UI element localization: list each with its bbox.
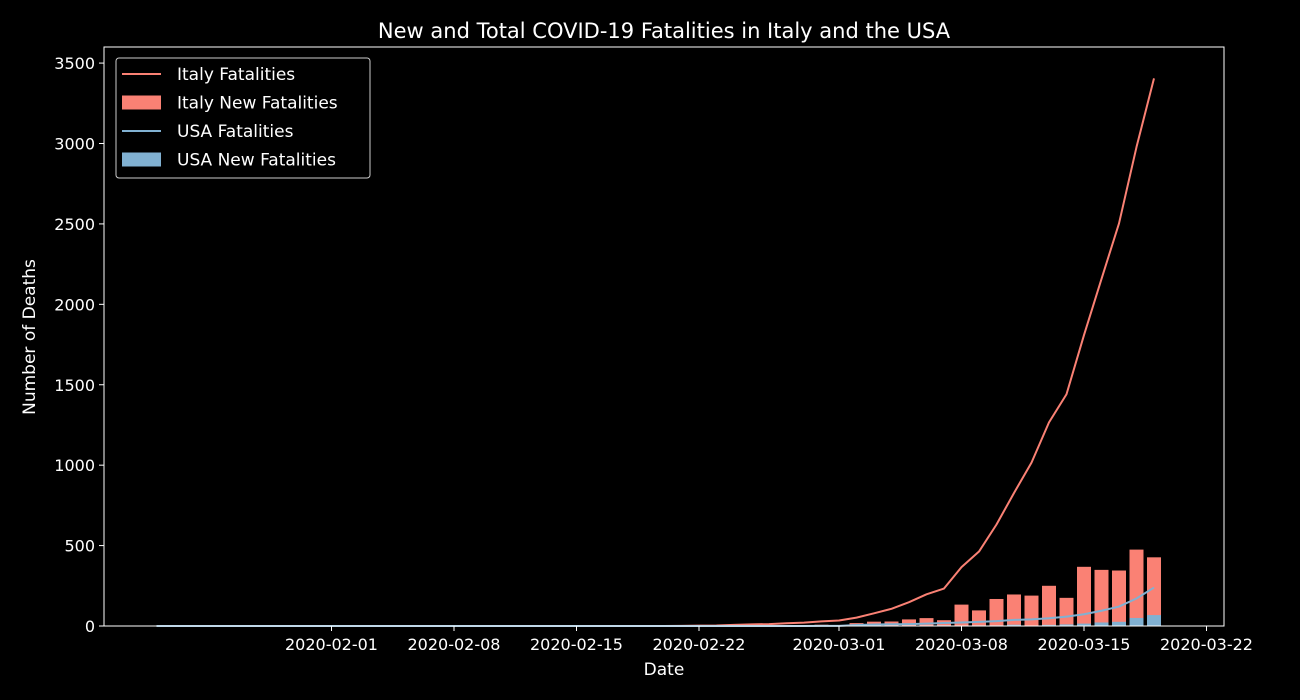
y-tick-label: 3500	[54, 54, 95, 73]
italy-new-fatalities-bar	[1129, 549, 1144, 626]
x-tick-label: 2020-02-15	[530, 635, 623, 654]
axes-frame	[103, 46, 1225, 627]
italy-new-fatalities-bar	[972, 610, 986, 626]
y-tick-label: 1500	[54, 376, 95, 395]
legend: Italy Fatalities Italy New Fatalities USA …	[115, 57, 371, 179]
legend-label: USA New Fatalities	[177, 151, 336, 171]
usa-new-fatalities-bar	[1077, 623, 1091, 626]
y-tick-label: 3000	[54, 135, 95, 154]
y-tick-label: 500	[64, 537, 95, 556]
chart-title: New and Total COVID-19 Fatalities in Ita…	[378, 19, 951, 43]
legend-label: Italy New Fatalities	[177, 94, 338, 114]
y-tick-label: 2500	[54, 215, 95, 234]
x-tick-label: 2020-02-08	[408, 635, 501, 654]
italy-new-fatalities-bar	[919, 618, 934, 626]
italy-new-fatalities-bar	[902, 619, 916, 626]
legend-label: Italy Fatalities	[177, 65, 295, 85]
italy-new-fatalities-bar	[1042, 585, 1056, 626]
x-tick-label: 2020-03-08	[915, 635, 1008, 654]
italy-new-fatalities-bar	[1112, 570, 1126, 626]
legend-box	[115, 57, 371, 179]
italy-new-fatalities-bar	[1077, 566, 1091, 626]
usa-new-fatalities-bar	[1147, 615, 1161, 626]
italy-new-fatalities-bar	[1059, 597, 1074, 626]
y-tick-label: 1000	[54, 456, 95, 475]
italy-new-fatalities-bar	[1094, 569, 1109, 626]
x-tick-label: 2020-03-15	[1038, 635, 1131, 654]
y-tick-label: 0	[85, 617, 95, 636]
legend-bar-swatch	[122, 95, 161, 110]
usa-new-fatalities-bar	[1094, 622, 1109, 626]
y-axis-label: Number of Deaths	[20, 259, 40, 415]
x-tick-label: 2020-02-22	[653, 635, 746, 654]
italy-new-fatalities-bar	[1007, 594, 1021, 626]
italy-new-fatalities-bar	[954, 604, 969, 626]
legend-bar-swatch	[122, 152, 161, 167]
usa-new-fatalities-bar	[1042, 624, 1056, 626]
y-axis: 0 500 1000 1500 2000 2500 3000 3500	[54, 54, 104, 636]
x-tick-label: 2020-03-22	[1160, 635, 1253, 654]
x-tick-label: 2020-02-01	[285, 635, 378, 654]
legend-label: USA Fatalities	[177, 122, 294, 142]
x-tick-label: 2020-03-01	[793, 635, 886, 654]
x-axis: 2020-02-01 2020-02-08 2020-02-15 2020-02-22…	[285, 626, 1253, 654]
italy-new-fatalities-bar	[989, 598, 1004, 626]
usa-new-fatalities-bar	[1112, 621, 1126, 626]
italy-new-fatalities-bar	[1024, 595, 1039, 626]
usa-new-fatalities-bar	[1007, 624, 1021, 626]
usa-new-fatalities-bar	[1129, 617, 1144, 626]
x-axis-label: Date	[644, 660, 685, 680]
italy-new-fatalities-bar	[1147, 557, 1161, 626]
y-tick-label: 2000	[54, 295, 95, 314]
usa-new-fatalities-bar	[1059, 624, 1074, 626]
